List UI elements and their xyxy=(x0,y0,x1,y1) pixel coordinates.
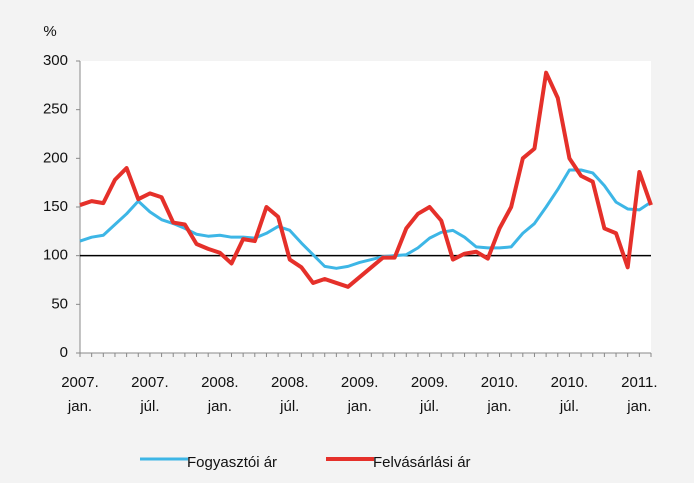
x-tick-label: 2008. júl. xyxy=(271,374,309,415)
x-tick-label: 2007. júl. xyxy=(131,374,169,415)
legend-label: Felvásárlási ár xyxy=(373,454,471,471)
x-tick-label: 2009. júl. xyxy=(411,374,449,415)
y-tick-label: 250 xyxy=(43,101,68,118)
y-tick-label: 100 xyxy=(43,247,68,264)
y-tick-label: 150 xyxy=(43,198,68,215)
x-tick-label: 2007. jan. xyxy=(61,374,99,415)
line-series xyxy=(79,70,653,289)
y-tick-label: 50 xyxy=(51,295,68,312)
x-tick-label: 2010. jan. xyxy=(481,374,519,415)
y-tick-label: 200 xyxy=(43,149,68,166)
y-axis-label: % xyxy=(43,23,56,40)
legend-label: Fogyasztói ár xyxy=(187,454,277,471)
x-tick-label: 2009. jan. xyxy=(341,374,379,415)
x-tick-label: 2011. jan. xyxy=(621,374,657,415)
x-tick-label: 2008. jan. xyxy=(201,374,239,415)
x-tick-label: 2010. júl. xyxy=(551,374,589,415)
y-tick-label: 300 xyxy=(43,52,68,69)
y-tick-label: 0 xyxy=(60,344,68,361)
plot-area xyxy=(80,61,651,353)
